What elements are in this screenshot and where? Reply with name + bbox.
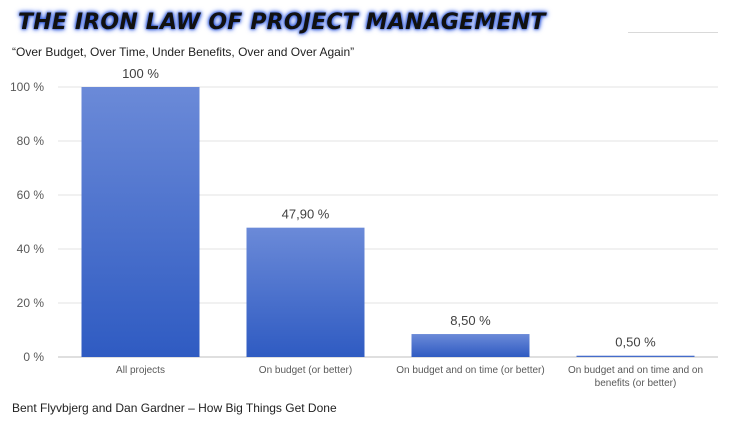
x-tick-label: All projects	[116, 365, 165, 376]
y-tick-label: 20 %	[17, 296, 45, 310]
data-labels: 100 % 47,90 % 8,50 % 0,50 %	[122, 66, 656, 350]
data-label: 100 %	[122, 66, 159, 81]
y-tick-label: 40 %	[17, 242, 45, 256]
bar	[81, 87, 200, 357]
bar	[246, 227, 365, 357]
divider	[628, 32, 718, 33]
chart-subtitle: “Over Budget, Over Time, Under Benefits,…	[12, 45, 355, 59]
x-tick-label: On budget (or better)	[259, 365, 352, 376]
y-tick-label: 80 %	[17, 134, 45, 148]
bar	[411, 334, 530, 357]
x-axis-categories: All projects On budget (or better) On budg…	[116, 365, 703, 389]
chart-title: THE IRON LAW OF PROJECT MANAGEMENT	[18, 10, 546, 35]
y-tick-label: 60 %	[17, 188, 45, 202]
x-tick-label: On budget and on time (or better)	[396, 365, 544, 376]
y-tick-label: 0 %	[23, 350, 44, 364]
data-label: 8,50 %	[450, 313, 491, 328]
x-tick-label: On budget and on time and on	[568, 365, 703, 376]
y-tick-label: 100 %	[10, 80, 44, 94]
source-credit: Bent Flyvbjerg and Dan Gardner – How Big…	[12, 401, 337, 415]
data-label: 0,50 %	[615, 335, 656, 350]
y-axis-ticks: 0 % 20 % 40 % 60 % 80 % 100 %	[10, 80, 44, 364]
x-tick-label: benefits (or better)	[595, 378, 677, 389]
bar	[576, 355, 695, 357]
data-label: 47,90 %	[282, 207, 330, 222]
bars	[81, 87, 695, 357]
